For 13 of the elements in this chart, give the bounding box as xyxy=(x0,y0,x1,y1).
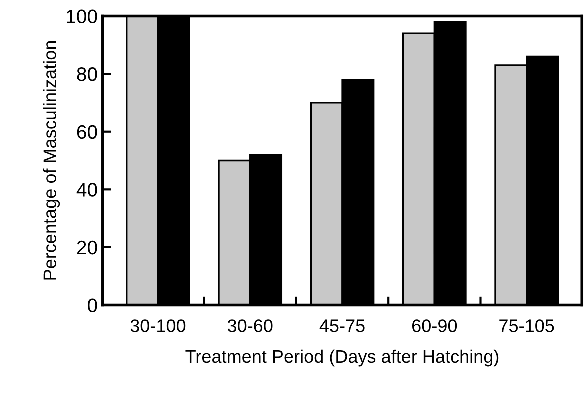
y-tick-label: 80 xyxy=(77,68,98,82)
x-tick-label: 60-90 xyxy=(412,320,458,332)
y-axis-title: Percentage of Masculinization xyxy=(43,41,60,280)
x-tick-label: 30-60 xyxy=(228,320,273,332)
y-tick-label: 60 xyxy=(77,125,98,140)
x-axis-title: Treatment Period (Days after Hatching) xyxy=(186,350,499,367)
x-tick-label: 45-75 xyxy=(320,320,365,332)
x-tick-label: 30-100 xyxy=(130,320,186,332)
y-tick-label: 0 xyxy=(88,298,98,312)
x-tick-label: 75-105 xyxy=(500,320,554,332)
y-tick-label: 20 xyxy=(77,240,98,255)
y-tick-label: 40 xyxy=(76,183,98,197)
y-tick-label: 100 xyxy=(67,10,98,24)
